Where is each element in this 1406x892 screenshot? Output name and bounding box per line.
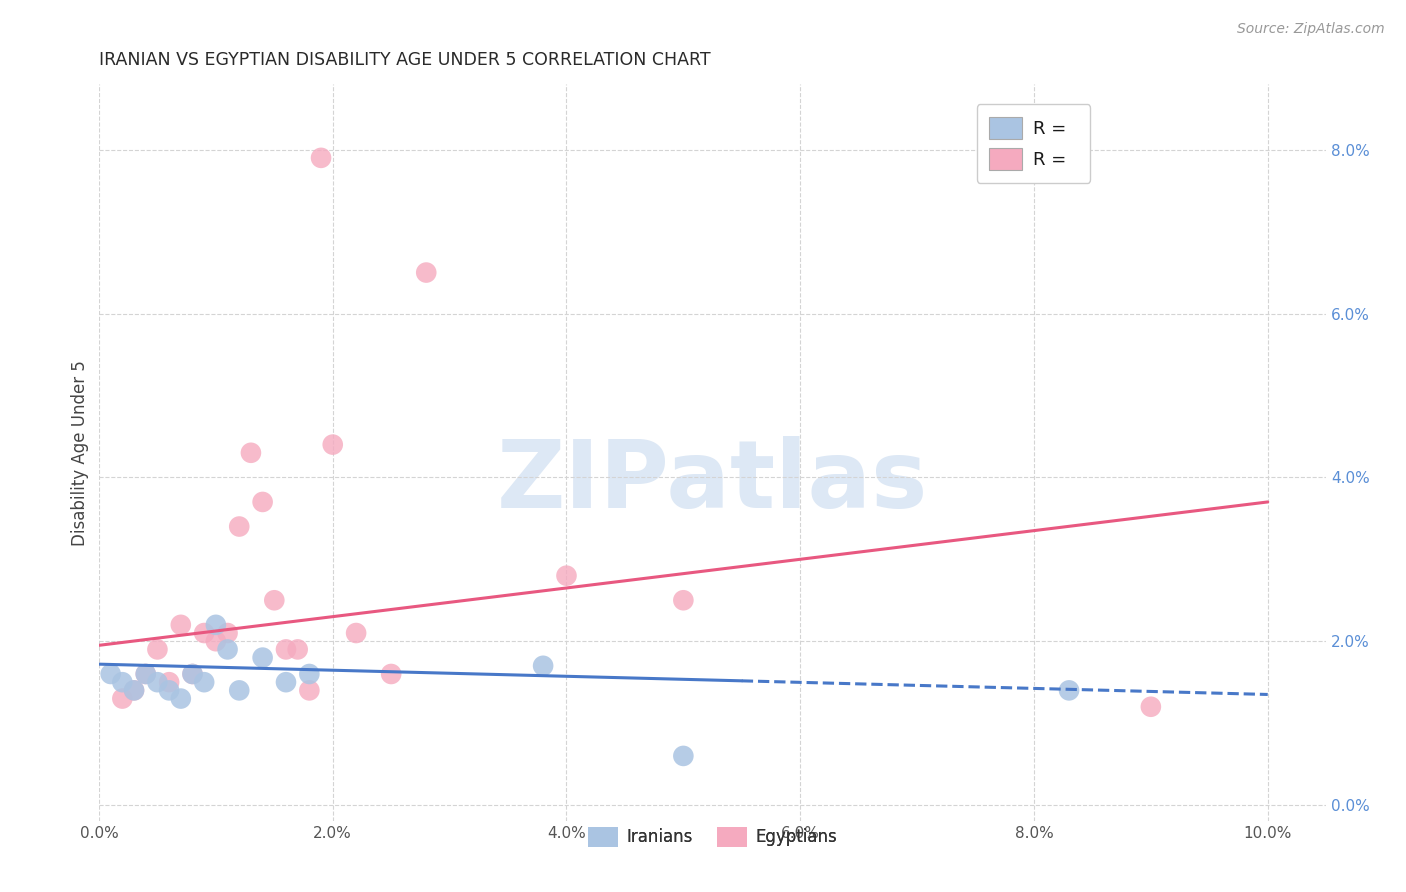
- Point: [205, 617, 228, 632]
- Point: [111, 675, 134, 690]
- Point: [122, 683, 145, 698]
- Point: [274, 675, 297, 690]
- Text: Source: ZipAtlas.com: Source: ZipAtlas.com: [1237, 22, 1385, 37]
- Point: [274, 642, 297, 657]
- Point: [157, 683, 180, 698]
- Point: [217, 626, 239, 640]
- Point: [531, 658, 554, 673]
- Point: [157, 675, 180, 690]
- Y-axis label: Disability Age Under 5: Disability Age Under 5: [72, 359, 89, 546]
- Point: [415, 266, 437, 280]
- Point: [344, 626, 367, 640]
- Point: [252, 650, 274, 665]
- Point: [252, 495, 274, 509]
- Point: [146, 642, 169, 657]
- Point: [170, 617, 193, 632]
- Point: [228, 519, 250, 533]
- Point: [170, 691, 193, 706]
- Point: [135, 667, 157, 681]
- Point: [111, 691, 134, 706]
- Point: [239, 446, 262, 460]
- Point: [193, 626, 215, 640]
- Point: [181, 667, 204, 681]
- Point: [672, 593, 695, 607]
- Point: [1057, 683, 1080, 698]
- Text: ZIPatlas: ZIPatlas: [496, 436, 928, 528]
- Legend: Iranians, Egyptians: Iranians, Egyptians: [581, 820, 844, 854]
- Point: [322, 437, 344, 451]
- Point: [298, 667, 321, 681]
- Point: [217, 642, 239, 657]
- Point: [181, 667, 204, 681]
- Point: [263, 593, 285, 607]
- Point: [135, 667, 157, 681]
- Point: [146, 675, 169, 690]
- Point: [672, 748, 695, 763]
- Point: [309, 151, 332, 165]
- Point: [205, 634, 228, 648]
- Point: [298, 683, 321, 698]
- Point: [228, 683, 250, 698]
- Text: IRANIAN VS EGYPTIAN DISABILITY AGE UNDER 5 CORRELATION CHART: IRANIAN VS EGYPTIAN DISABILITY AGE UNDER…: [98, 51, 710, 69]
- Point: [287, 642, 309, 657]
- Point: [1140, 699, 1163, 714]
- Point: [122, 683, 145, 698]
- Point: [100, 667, 122, 681]
- Point: [380, 667, 402, 681]
- Point: [555, 568, 578, 582]
- Point: [193, 675, 215, 690]
